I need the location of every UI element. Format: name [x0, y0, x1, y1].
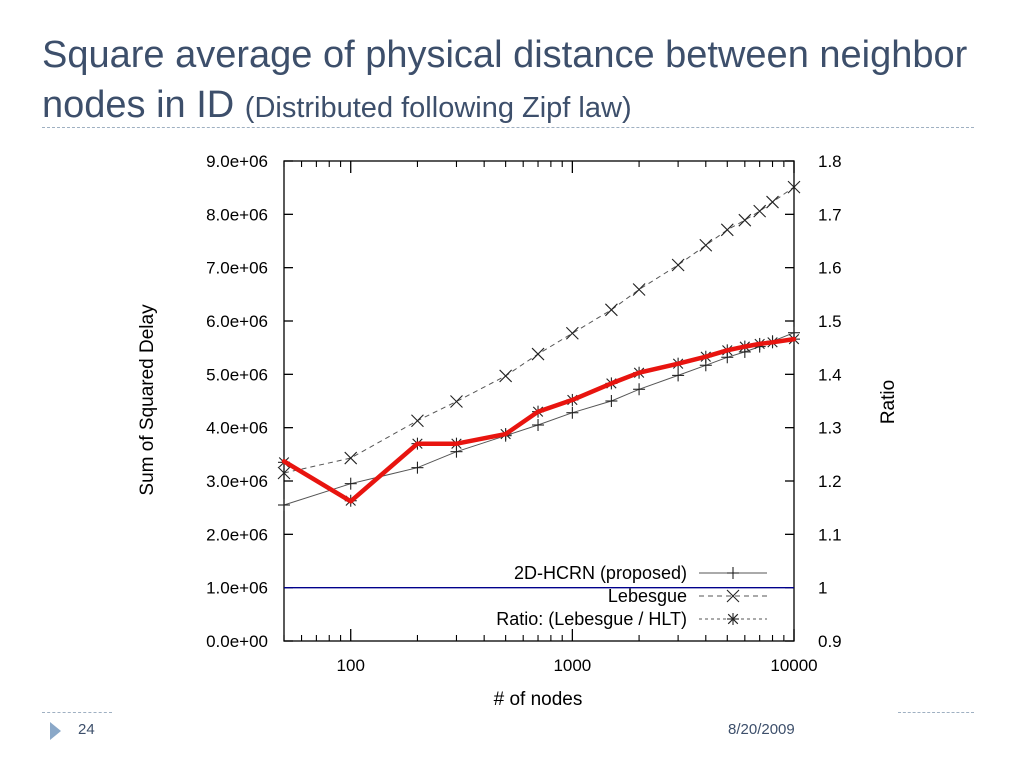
ratio-highlight-line [281, 336, 797, 504]
x-axis-label: # of nodes [494, 689, 583, 710]
series-1-point [738, 213, 752, 227]
y-axis-label: Sum of Squared Delay [137, 304, 158, 496]
legend-marker [726, 589, 740, 603]
series-1-point [699, 238, 713, 252]
y2-tick-label: 1.2 [818, 472, 842, 491]
y2-tick-label: 1 [818, 579, 827, 598]
plot-frame [283, 160, 795, 642]
legend-marker [727, 613, 739, 625]
series-layer [277, 180, 801, 589]
y2-tick-label: 1.5 [818, 312, 842, 331]
series-1 [277, 180, 801, 480]
series-1-point [766, 195, 779, 209]
y2-tick-label: 1.1 [818, 525, 842, 544]
legend-label: Lebesgue [608, 586, 687, 606]
x-tick-label: 1000 [553, 656, 591, 675]
series-1-point [671, 258, 685, 272]
y2-axis-label: Ratio [878, 380, 899, 424]
series-1-point [411, 414, 424, 428]
axis-tick-labels: 0.0e+00 1.0e+06 2.0e+06 3.0e+06 4.0e+06 5.0e+… [206, 152, 842, 675]
y-tick-label: 0.0e+00 [206, 632, 268, 651]
title-divider [42, 127, 974, 128]
series-1-point [753, 204, 767, 218]
y-tick-label: 9.0e+06 [206, 152, 268, 171]
legend-label: 2D-HCRN (proposed) [514, 563, 687, 583]
series-1-point [450, 395, 463, 408]
y2-tick-label: 1.6 [818, 259, 842, 278]
footer-divider-right [898, 712, 974, 713]
series-line-2 [283, 338, 795, 502]
series-1-point [499, 369, 513, 383]
series-1-point [720, 223, 734, 237]
y2-tick-label: 1.8 [818, 152, 842, 171]
slide-date: 8/20/2009 [728, 721, 795, 738]
series-1-point [565, 326, 579, 340]
slide-title: Square average of physical distance betw… [42, 30, 992, 133]
y2-tick-label: 0.9 [818, 632, 842, 651]
series-1-point [787, 180, 801, 194]
y2-tick-label: 1.3 [818, 419, 842, 438]
x-tick-label: 100 [337, 656, 365, 675]
slide-title-sub: (Distributed following Zipf law) [244, 92, 632, 124]
series-1-point [605, 303, 618, 317]
y2-tick-label: 1.4 [818, 365, 842, 384]
legend-label: Ratio: (Lebesgue / HLT) [496, 609, 687, 629]
y-tick-label: 2.0e+06 [206, 525, 268, 544]
y-tick-label: 7.0e+06 [206, 259, 268, 278]
y-tick-label: 3.0e+06 [206, 472, 268, 491]
y-tick-label: 4.0e+06 [206, 419, 268, 438]
y-tick-label: 8.0e+06 [206, 205, 268, 224]
slide-number: 24 [78, 721, 95, 738]
series-1-point [632, 283, 646, 296]
triangle-bullet-icon [50, 722, 61, 740]
x-tick-label: 10000 [770, 656, 817, 675]
series-line-0 [283, 332, 795, 506]
y2-tick-label: 1.7 [818, 205, 842, 224]
y-tick-label: 5.0e+06 [206, 365, 268, 384]
y-tick-label: 1.0e+06 [206, 579, 268, 598]
chart-legend: 2D-HCRN (proposed) Lebesgue Ratio: (Lebesg… [496, 563, 767, 629]
series-1-point [344, 451, 358, 465]
plot-border [283, 160, 795, 642]
slide-title-main: Square average of physical distance betw… [42, 34, 968, 126]
series-1-point [277, 466, 291, 480]
series-1-point [531, 347, 545, 361]
y-tick-label: 6.0e+06 [206, 312, 268, 331]
footer-divider-left [42, 712, 112, 713]
series-line-1 [283, 186, 795, 474]
